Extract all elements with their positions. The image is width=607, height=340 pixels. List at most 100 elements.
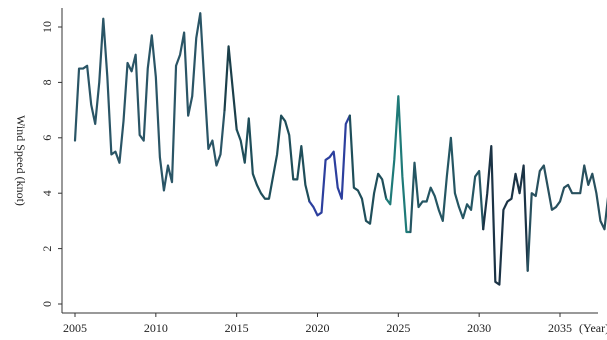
y-tick-label: 2 xyxy=(40,246,54,252)
data-point xyxy=(547,187,548,188)
data-point xyxy=(204,82,205,83)
data-point xyxy=(87,65,88,66)
data-point xyxy=(341,198,342,199)
data-point xyxy=(272,176,273,177)
data-point xyxy=(175,65,176,66)
data-point xyxy=(220,154,221,155)
data-point xyxy=(99,82,100,83)
data-point xyxy=(551,209,552,210)
y-axis: 0 2 4 6 8 10 xyxy=(40,8,63,313)
data-point xyxy=(414,162,415,163)
data-point xyxy=(495,281,496,282)
x-tick-label: 2020 xyxy=(306,321,330,335)
data-point xyxy=(386,198,387,199)
data-point xyxy=(398,96,399,97)
data-point xyxy=(91,104,92,105)
data-point xyxy=(450,137,451,138)
x-tick-label: 2030 xyxy=(467,321,491,335)
x-axis: 2005 2010 2015 2020 2025 2030 2035 (Year) xyxy=(62,312,607,335)
data-point xyxy=(107,76,108,77)
data-point xyxy=(337,187,338,188)
data-point xyxy=(535,195,536,196)
data-point xyxy=(293,179,294,180)
y-tick-label: 8 xyxy=(40,79,54,85)
data-point xyxy=(159,157,160,158)
data-point xyxy=(382,179,383,180)
data-point xyxy=(281,115,282,116)
data-point xyxy=(523,165,524,166)
data-point xyxy=(95,123,96,124)
data-point xyxy=(543,165,544,166)
data-point xyxy=(256,184,257,185)
data-point xyxy=(240,140,241,141)
series-line-segment xyxy=(482,145,529,286)
data-point xyxy=(325,159,326,160)
x-tick-label: 2025 xyxy=(386,321,410,335)
data-point xyxy=(596,193,597,194)
data-point xyxy=(329,157,330,158)
data-point xyxy=(289,134,290,135)
data-point xyxy=(402,176,403,177)
data-point xyxy=(155,76,156,77)
data-point xyxy=(487,193,488,194)
data-point xyxy=(236,129,237,130)
data-point xyxy=(127,62,128,63)
data-point xyxy=(499,284,500,285)
y-tick-label: 10 xyxy=(40,21,54,33)
data-point xyxy=(580,193,581,194)
data-point xyxy=(446,176,447,177)
data-point xyxy=(131,71,132,72)
data-point xyxy=(285,121,286,122)
data-point xyxy=(163,190,164,191)
data-point xyxy=(442,220,443,221)
x-axis-title: (Year) xyxy=(579,321,607,335)
y-tick-label: 6 xyxy=(40,135,54,141)
data-point xyxy=(317,215,318,216)
data-point xyxy=(192,96,193,97)
y-axis-title: Wind Speed (knot) xyxy=(14,115,28,206)
data-point xyxy=(119,162,120,163)
data-point xyxy=(297,179,298,180)
data-point xyxy=(369,223,370,224)
data-point xyxy=(592,173,593,174)
data-point xyxy=(139,134,140,135)
series-line-segment xyxy=(348,114,388,225)
data-point xyxy=(184,32,185,33)
data-point xyxy=(143,140,144,141)
y-tick-label: 4 xyxy=(40,190,54,196)
data-point xyxy=(333,151,334,152)
data-point xyxy=(171,182,172,183)
data-point xyxy=(216,165,217,166)
series-line-segment xyxy=(385,95,412,234)
data-point xyxy=(123,121,124,122)
data-point xyxy=(576,193,577,194)
data-point xyxy=(600,220,601,221)
data-point xyxy=(410,231,411,232)
data-point xyxy=(260,193,261,194)
x-tick-label: 2010 xyxy=(144,321,168,335)
data-point xyxy=(373,193,374,194)
data-point xyxy=(462,218,463,219)
data-point xyxy=(418,206,419,207)
data-point xyxy=(361,198,362,199)
data-point xyxy=(559,201,560,202)
data-point xyxy=(147,68,148,69)
data-point xyxy=(604,229,605,230)
data-point xyxy=(466,204,467,205)
data-point xyxy=(394,159,395,160)
data-point xyxy=(111,154,112,155)
data-point xyxy=(313,206,314,207)
data-point xyxy=(74,140,75,141)
series-line-segment xyxy=(409,136,485,234)
data-point xyxy=(78,68,79,69)
data-point xyxy=(200,13,201,14)
data-point xyxy=(353,187,354,188)
data-point xyxy=(507,201,508,202)
data-point xyxy=(135,54,136,55)
data-point xyxy=(458,206,459,207)
data-point xyxy=(539,170,540,171)
data-point xyxy=(378,173,379,174)
data-point xyxy=(430,187,431,188)
data-point xyxy=(345,123,346,124)
